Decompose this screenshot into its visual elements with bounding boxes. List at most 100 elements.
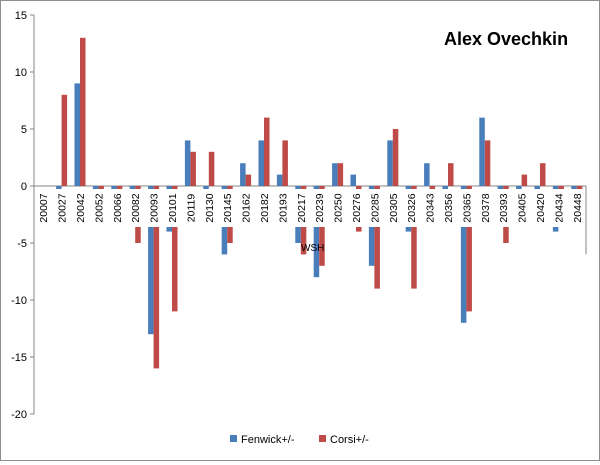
x-tick-label-bg — [36, 189, 50, 227]
x-tick-label-bg — [257, 189, 271, 227]
x-tick-label: 20042 — [75, 193, 87, 222]
x-tick-label: 20007 — [38, 193, 50, 222]
chart-annotation: WSH — [301, 243, 324, 254]
x-tick-label: 20093 — [149, 193, 161, 222]
bar-corsi — [245, 174, 252, 186]
x-tick-label: 20378 — [480, 193, 492, 222]
bar-fenwick — [148, 186, 154, 335]
y-tick-label: 10 — [15, 67, 27, 79]
x-tick-label-bg — [331, 189, 345, 227]
bar-fenwick — [313, 186, 320, 278]
labels-layer: 20007 20027 20042 20052 20066 20082 20093 20101… — [36, 189, 584, 227]
bar-corsi — [282, 140, 288, 186]
x-tick-label: 20193 — [277, 193, 289, 222]
bar-corsi — [466, 186, 472, 312]
x-tick-label-bg — [312, 189, 326, 227]
x-tick-label: 20162 — [241, 193, 253, 222]
bar-fenwick — [184, 140, 191, 186]
y-tick-label: -15 — [11, 352, 27, 364]
bar-corsi — [61, 94, 68, 186]
x-tick-label: 20145 — [222, 193, 234, 222]
bar-corsi — [80, 37, 86, 186]
bar-fenwick — [387, 140, 393, 186]
x-tick-label-bg — [533, 189, 547, 227]
x-tick-label-bg — [349, 189, 363, 227]
x-tick-label-bg — [551, 189, 565, 227]
bar-fenwick — [424, 163, 430, 186]
y-tick-label: 0 — [21, 181, 27, 193]
bar-corsi — [208, 151, 215, 186]
x-tick-label: 20250 — [333, 193, 345, 222]
bar-fenwick — [276, 174, 283, 186]
x-tick-label: 20119 — [185, 194, 197, 223]
x-tick-label-bg — [423, 189, 437, 227]
x-tick-label-bg — [110, 189, 124, 227]
x-tick-label-bg — [91, 189, 105, 227]
x-tick-label: 20448 — [572, 193, 584, 222]
x-tick-label-bg — [441, 189, 455, 227]
bar-fenwick — [74, 83, 80, 186]
legend-label-fenwick: Fenwick+/- — [241, 434, 295, 446]
bar-corsi — [153, 186, 160, 369]
axis-layer: -20 -15 -10 -5 0 5 10 15 — [11, 10, 587, 421]
x-tick-label: 20356 — [443, 193, 455, 222]
bar-fenwick — [332, 163, 338, 186]
x-tick-label: 20066 — [112, 193, 124, 222]
bar-corsi — [392, 129, 399, 186]
legend: Fenwick+/- Corsi+/- — [230, 434, 369, 446]
x-tick-label-bg — [239, 189, 253, 227]
legend-label-corsi: Corsi+/- — [330, 434, 369, 446]
x-tick-label: 20052 — [93, 193, 105, 222]
x-tick-label: 20305 — [388, 193, 400, 222]
y-tick-label: 15 — [15, 10, 27, 22]
x-tick-label-bg — [478, 189, 492, 227]
bar-fenwick — [258, 140, 264, 186]
bar-corsi — [448, 163, 454, 186]
bar-corsi — [540, 163, 546, 186]
x-tick-label-bg — [496, 189, 510, 227]
y-tick-label: -10 — [11, 295, 27, 307]
bar-fenwick — [350, 174, 356, 186]
x-tick-label: 20393 — [498, 193, 510, 222]
x-tick-label: 20365 — [461, 193, 473, 222]
bar-fenwick — [460, 186, 467, 323]
x-tick-label: 20217 — [296, 193, 308, 222]
x-tick-label-bg — [183, 189, 197, 227]
x-tick-label-bg — [404, 189, 418, 227]
x-tick-label-bg — [570, 189, 584, 227]
x-tick-label: 20343 — [425, 193, 437, 222]
bar-corsi — [374, 186, 380, 289]
x-tick-label: 20326 — [406, 193, 418, 222]
x-tick-label: 20101 — [167, 193, 179, 222]
y-tick-label: 5 — [21, 124, 27, 136]
x-tick-label: 20420 — [535, 193, 547, 222]
x-tick-label-bg — [386, 189, 400, 227]
x-tick-label-bg — [165, 189, 179, 227]
x-tick-label-bg — [220, 189, 234, 227]
y-tick-label: -20 — [11, 409, 27, 421]
y-tick-label: -5 — [17, 238, 27, 250]
x-tick-label-bg — [73, 189, 87, 227]
chart-title: Alex Ovechkin — [444, 29, 568, 49]
bar-corsi — [190, 151, 196, 186]
x-tick-label: 20276 — [351, 193, 363, 222]
x-tick-label-bg — [55, 189, 69, 227]
x-tick-label-bg — [367, 189, 381, 227]
x-tick-label-bg — [202, 189, 216, 227]
x-tick-label: 20285 — [369, 193, 381, 222]
x-tick-label-bg — [459, 189, 473, 227]
x-tick-label: 20434 — [553, 193, 565, 222]
x-tick-label: 20130 — [204, 193, 216, 222]
x-tick-label: 20082 — [130, 193, 142, 222]
x-tick-label: 20027 — [57, 193, 69, 222]
legend-swatch-fenwick — [230, 435, 237, 442]
x-tick-label-bg — [147, 189, 161, 227]
legend-swatch-corsi — [319, 435, 326, 442]
x-tick-label: 20405 — [517, 193, 529, 222]
x-tick-label-bg — [515, 189, 529, 227]
bar-corsi — [264, 117, 270, 186]
x-tick-label: 20239 — [314, 193, 326, 222]
bar-corsi — [521, 174, 528, 186]
